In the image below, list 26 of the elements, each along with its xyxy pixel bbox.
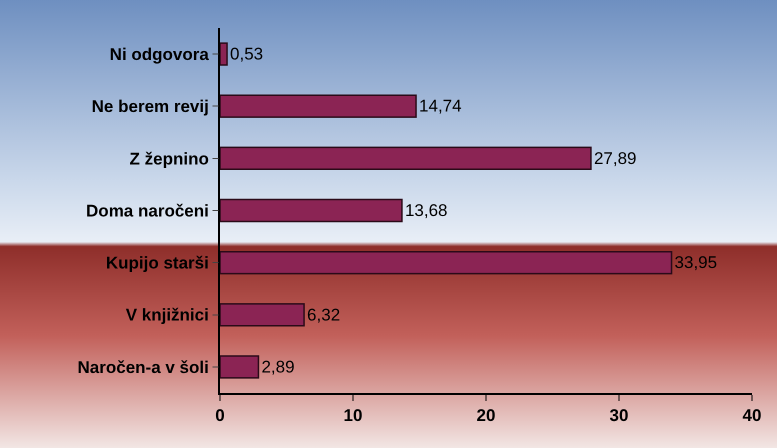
y-tick-label: Doma naročeni [86,201,209,220]
data-label: 33,95 [674,253,718,272]
bar [220,250,672,274]
bar [220,94,417,118]
x-tick-label: 20 [476,406,496,426]
data-label: 27,89 [594,148,636,168]
y-tick-label: Naročen-a v šoli [78,358,209,377]
data-label: 0,53 [230,44,264,64]
data-label: 2,89 [261,357,295,376]
data-label: 13,68 [404,201,448,220]
y-tick-label: V knjižnici [126,306,209,325]
data-label: 6,32 [307,305,340,324]
y-tick-label: Ni odgovora [110,45,210,64]
y-tick-label: Ne berem revij [92,97,209,116]
bar [220,42,228,66]
bar [220,303,305,326]
x-tick-label: 30 [610,406,628,426]
data-label: 14,74 [419,96,462,116]
y-tick-label: Z žepnino [130,149,209,168]
bar [220,198,403,222]
x-tick-label: 40 [742,406,762,426]
bar [220,355,260,379]
y-tick-label: Kupijo starši [106,254,209,273]
bar [220,146,592,170]
x-tick-label: 10 [344,406,362,426]
x-tick-label: 0 [215,406,225,426]
